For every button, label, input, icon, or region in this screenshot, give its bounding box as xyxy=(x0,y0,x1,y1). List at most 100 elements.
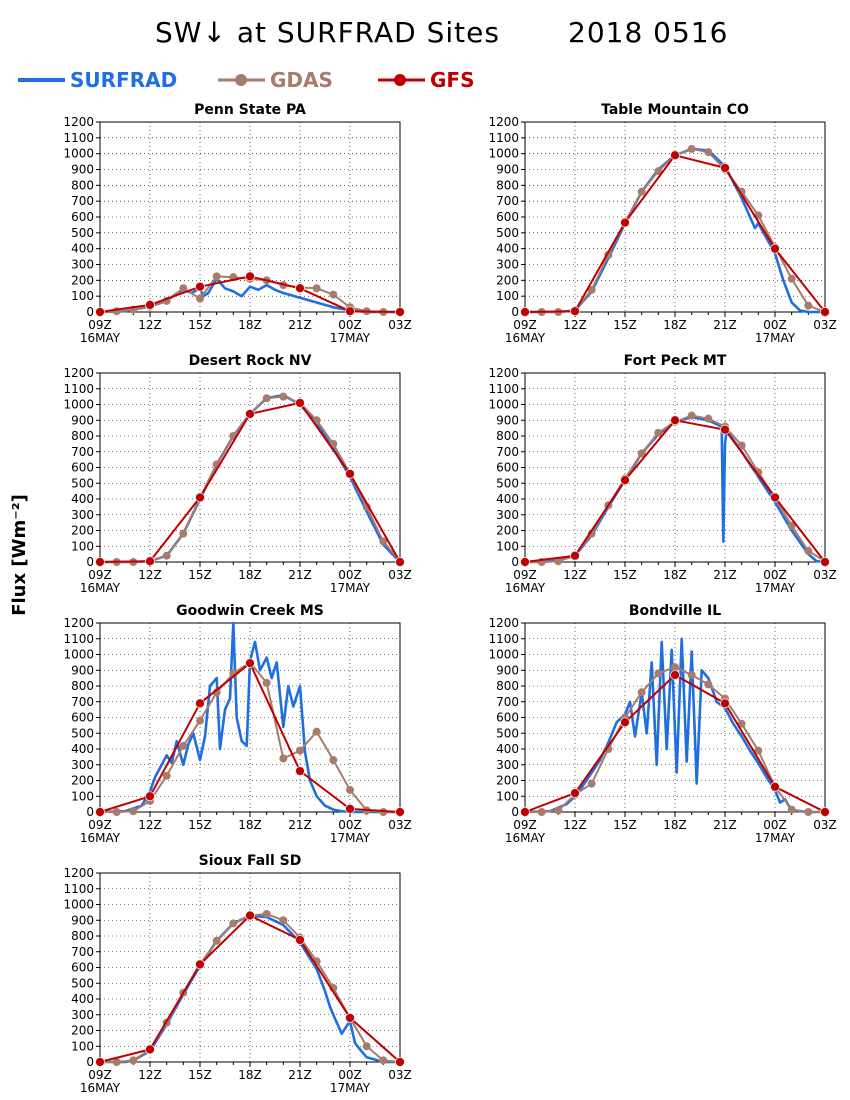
legend-label-gfs: GFS xyxy=(430,68,474,92)
data-point-gdas xyxy=(587,529,596,538)
y-tick-label: 1000 xyxy=(488,648,519,662)
x-tick-label: 15Z xyxy=(188,568,212,582)
data-point-gdas xyxy=(704,414,713,423)
data-point-gfs xyxy=(520,307,530,317)
y-tick-label: 0 xyxy=(511,805,519,819)
y-tick-label: 400 xyxy=(496,242,519,256)
y-tick-label: 100 xyxy=(71,289,94,303)
data-point-gdas xyxy=(704,680,713,689)
x-date-label: 16MAY xyxy=(80,831,121,845)
x-tick-label: 03Z xyxy=(813,818,837,832)
x-tick-label: 18Z xyxy=(238,318,262,332)
x-tick-label: 03Z xyxy=(388,318,412,332)
y-tick-label: 600 xyxy=(71,711,94,725)
x-tick-label: 21Z xyxy=(713,818,737,832)
data-point-gfs xyxy=(145,791,155,802)
x-tick-label: 21Z xyxy=(288,1068,312,1082)
x-tick-label: 09Z xyxy=(88,818,112,832)
data-point-gfs xyxy=(95,1057,105,1067)
data-point-gfs xyxy=(95,557,105,567)
y-tick-label: 1000 xyxy=(488,147,519,161)
y-tick-label: 100 xyxy=(71,789,94,803)
x-tick-label: 18Z xyxy=(663,568,687,582)
data-point-gfs xyxy=(195,492,205,503)
data-point-gfs xyxy=(245,910,255,921)
data-point-gdas xyxy=(654,167,663,176)
data-point-gfs xyxy=(245,271,255,282)
data-point-gdas xyxy=(554,557,563,566)
y-tick-label: 800 xyxy=(71,429,94,443)
panel-title: Penn State PA xyxy=(194,102,306,118)
x-tick-label: 00Z xyxy=(338,568,362,582)
legend-marker-gfs xyxy=(394,74,406,86)
data-point-gdas xyxy=(196,294,204,303)
data-point-gdas xyxy=(671,663,679,672)
data-point-gfs xyxy=(520,557,530,567)
y-tick-label: 1000 xyxy=(63,398,94,412)
data-point-gfs xyxy=(570,550,580,561)
series-line-surfrad xyxy=(99,621,400,814)
x-tick-label: 15Z xyxy=(188,318,212,332)
y-tick-label: 400 xyxy=(71,742,94,756)
data-point-gdas xyxy=(654,428,663,437)
x-tick-label: 21Z xyxy=(288,818,312,832)
y-tick-label: 800 xyxy=(496,178,519,192)
data-point-gfs xyxy=(720,424,730,435)
panel-1: Table Mountain CO01002003004005006007008… xyxy=(488,102,836,345)
x-tick-label: 18Z xyxy=(238,568,262,582)
data-point-gfs xyxy=(295,398,305,408)
figure-title: SW↓ at SURFRAD Sites xyxy=(155,16,500,49)
panel-0: Penn State PA010020030040050060070080090… xyxy=(63,102,411,345)
data-point-gfs xyxy=(770,492,780,503)
data-point-gfs xyxy=(395,557,405,567)
panel-title: Fort Peck MT xyxy=(624,353,727,369)
y-tick-label: 500 xyxy=(496,226,519,240)
data-point-gdas xyxy=(279,392,288,401)
data-point-gfs xyxy=(570,306,580,317)
data-point-gfs xyxy=(395,807,405,817)
data-point-gfs xyxy=(345,468,355,479)
y-tick-label: 200 xyxy=(71,774,94,788)
data-point-gdas xyxy=(587,285,596,294)
x-tick-label: 18Z xyxy=(238,1068,262,1082)
data-point-gfs xyxy=(820,557,830,567)
data-point-gfs xyxy=(195,959,205,970)
y-tick-label: 1200 xyxy=(488,366,519,380)
x-tick-label: 12Z xyxy=(138,318,162,332)
x-tick-label: 15Z xyxy=(613,818,637,832)
data-point-gfs xyxy=(95,807,105,817)
y-tick-label: 200 xyxy=(496,273,519,287)
x-tick-label: 12Z xyxy=(563,318,587,332)
y-tick-label: 0 xyxy=(511,305,519,319)
data-point-gdas xyxy=(262,678,271,687)
x-date-label: 17MAY xyxy=(330,1081,371,1095)
y-tick-label: 700 xyxy=(71,945,94,959)
legend-label-gdas: GDAS xyxy=(270,68,333,92)
y-tick-label: 1100 xyxy=(488,632,519,646)
y-tick-label: 1000 xyxy=(488,398,519,412)
y-tick-label: 600 xyxy=(71,210,94,224)
data-point-gdas xyxy=(162,771,171,780)
data-point-gdas xyxy=(737,719,746,728)
y-tick-label: 1100 xyxy=(63,382,94,396)
y-tick-label: 0 xyxy=(86,555,94,569)
y-tick-label: 700 xyxy=(71,695,94,709)
y-tick-label: 1000 xyxy=(63,147,94,161)
y-tick-label: 600 xyxy=(496,210,519,224)
x-tick-label: 03Z xyxy=(388,568,412,582)
x-tick-label: 12Z xyxy=(563,818,587,832)
y-tick-label: 900 xyxy=(71,163,94,177)
y-tick-label: 700 xyxy=(71,194,94,208)
data-point-gdas xyxy=(129,807,138,816)
y-tick-label: 100 xyxy=(71,539,94,553)
panel-title: Table Mountain CO xyxy=(601,102,749,118)
data-point-gfs xyxy=(345,1013,355,1023)
data-point-gfs xyxy=(620,717,630,728)
data-point-gdas xyxy=(687,670,696,679)
data-point-gdas xyxy=(329,290,338,299)
figure-date: 2018 0516 xyxy=(568,16,728,49)
data-point-gfs xyxy=(820,807,830,817)
y-tick-label: 800 xyxy=(71,178,94,192)
y-tick-label: 900 xyxy=(71,663,94,677)
